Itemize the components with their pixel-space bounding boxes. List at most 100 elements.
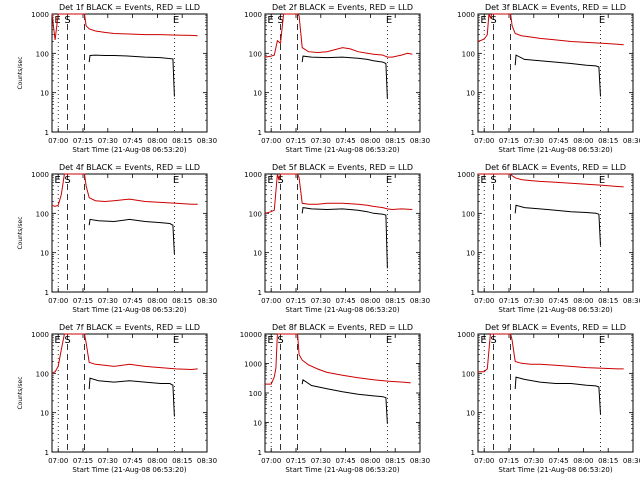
x-tick-label: 08:00 <box>573 137 593 145</box>
x-tick-label: 07:15 <box>499 137 519 145</box>
series-events-line <box>301 378 388 424</box>
x-tick-label: 08:30 <box>623 137 640 145</box>
y-tick-label: 100 <box>249 210 262 218</box>
y-tick-label: 1 <box>471 449 475 457</box>
chart-title: Det 1f BLACK = Events, RED = LLD <box>59 3 200 12</box>
y-tick-label: 1 <box>258 449 262 457</box>
y-tick-label: 10 <box>466 410 475 418</box>
y-tick-label: 10 <box>253 90 262 98</box>
marker-e: E <box>173 15 179 26</box>
x-tick-label: 07:00 <box>48 297 68 305</box>
x-axis-label: Start Time (21-Aug-08 06:53:20) <box>72 146 186 154</box>
y-tick-label: 1000 <box>244 11 262 19</box>
x-tick-label: 08:30 <box>197 137 217 145</box>
marker-e: E <box>173 335 179 346</box>
y-tick-label: 100 <box>462 210 475 218</box>
x-tick-label: 07:15 <box>499 457 519 465</box>
marker-e: E <box>480 15 486 26</box>
x-tick-label: 07:15 <box>286 297 306 305</box>
y-tick-label: 1000 <box>244 361 262 369</box>
x-tick-label: 07:00 <box>474 457 494 465</box>
x-tick-label: 08:15 <box>385 137 405 145</box>
plot-frame <box>51 333 208 453</box>
series-lld-line <box>51 173 198 207</box>
x-axis-label: Start Time (21-Aug-08 06:53:20) <box>285 466 399 474</box>
y-tick-label: 1 <box>45 449 49 457</box>
chart-title: Det 4f BLACK = Events, RED = LLD <box>59 163 200 172</box>
x-tick-label: 07:00 <box>48 457 68 465</box>
x-tick-label: 08:30 <box>410 297 430 305</box>
x-tick-label: 07:30 <box>98 457 118 465</box>
chart-panel-5: Det 5f BLACK = Events, RED = LLD 1 10 100 10… <box>244 163 430 314</box>
marker-e: E <box>173 175 179 186</box>
series-events-line <box>88 377 175 417</box>
plot-frame <box>51 13 208 133</box>
marker-e: E <box>267 175 273 186</box>
chart-panel-7: Det 7f BLACK = Events, RED = LLD 1 10 100 10… <box>17 323 217 474</box>
x-tick-label: 07:00 <box>261 137 281 145</box>
x-tick-label: 07:15 <box>286 137 306 145</box>
y-tick-label: 1 <box>471 289 475 297</box>
x-tick-label: 07:45 <box>336 457 356 465</box>
marker-s: S <box>64 175 70 186</box>
marker-e: E <box>480 175 486 186</box>
marker-s: S <box>277 335 283 346</box>
y-tick-label: 1000 <box>31 171 49 179</box>
x-tick-label: 08:30 <box>197 457 217 465</box>
x-axis-label: Start Time (21-Aug-08 06:53:20) <box>72 306 186 314</box>
marker-e: E <box>267 15 273 26</box>
marker-s: S <box>490 335 496 346</box>
y-tick-label: 10 <box>40 90 49 98</box>
x-tick-label: 07:45 <box>549 137 569 145</box>
x-tick-label: 07:00 <box>474 137 494 145</box>
chart-title: Det 8f BLACK = Events, RED = LLD <box>272 323 413 332</box>
series-events-line <box>301 207 388 269</box>
marker-s: S <box>490 15 496 26</box>
y-tick-label: 1000 <box>31 331 49 339</box>
x-axis-label: Start Time (21-Aug-08 06:53:20) <box>285 306 399 314</box>
x-tick-label: 07:00 <box>48 137 68 145</box>
marker-s: S <box>277 175 283 186</box>
y-tick-label: 1000 <box>457 11 475 19</box>
x-tick-label: 07:45 <box>549 457 569 465</box>
x-tick-label: 08:30 <box>410 137 430 145</box>
x-tick-label: 08:30 <box>410 457 430 465</box>
x-tick-label: 07:00 <box>474 297 494 305</box>
chart-title: Det 6f BLACK = Events, RED = LLD <box>485 163 626 172</box>
x-tick-label: 07:45 <box>123 297 143 305</box>
x-tick-label: 07:15 <box>286 457 306 465</box>
y-axis-label: Counts/sec <box>17 216 24 249</box>
x-tick-label: 08:15 <box>172 457 192 465</box>
y-tick-label: 10 <box>253 420 262 428</box>
x-tick-label: 08:00 <box>147 137 167 145</box>
x-tick-label: 08:30 <box>197 297 217 305</box>
y-tick-label: 10000 <box>240 331 262 339</box>
marker-s: S <box>277 15 283 26</box>
series-lld-line <box>478 333 624 373</box>
marker-e: E <box>54 175 60 186</box>
y-tick-label: 1 <box>258 289 262 297</box>
series-lld-line <box>51 13 198 40</box>
y-tick-label: 100 <box>249 390 262 398</box>
chart-title: Det 2f BLACK = Events, RED = LLD <box>272 3 413 12</box>
series-lld-line <box>478 173 624 188</box>
series-events-line <box>514 54 601 97</box>
series-events-line <box>514 376 601 415</box>
y-axis-label: Counts/sec <box>17 56 24 89</box>
x-tick-label: 07:30 <box>524 297 544 305</box>
x-tick-label: 08:30 <box>623 457 640 465</box>
y-tick-label: 10 <box>466 90 475 98</box>
x-tick-label: 07:30 <box>524 137 544 145</box>
chart-panel-9: Det 9f BLACK = Events, RED = LLD 1 10 100 10… <box>457 323 640 474</box>
x-tick-label: 08:15 <box>598 137 618 145</box>
marker-e: E <box>480 335 486 346</box>
x-axis-label: Start Time (21-Aug-08 06:53:20) <box>285 146 399 154</box>
x-tick-label: 07:30 <box>311 457 331 465</box>
x-tick-label: 07:30 <box>311 137 331 145</box>
x-tick-label: 08:15 <box>598 457 618 465</box>
marker-s: S <box>64 335 70 346</box>
y-tick-label: 100 <box>462 50 475 58</box>
chart-title: Det 3f BLACK = Events, RED = LLD <box>485 3 626 12</box>
y-tick-label: 1000 <box>31 11 49 19</box>
x-tick-label: 08:15 <box>385 297 405 305</box>
